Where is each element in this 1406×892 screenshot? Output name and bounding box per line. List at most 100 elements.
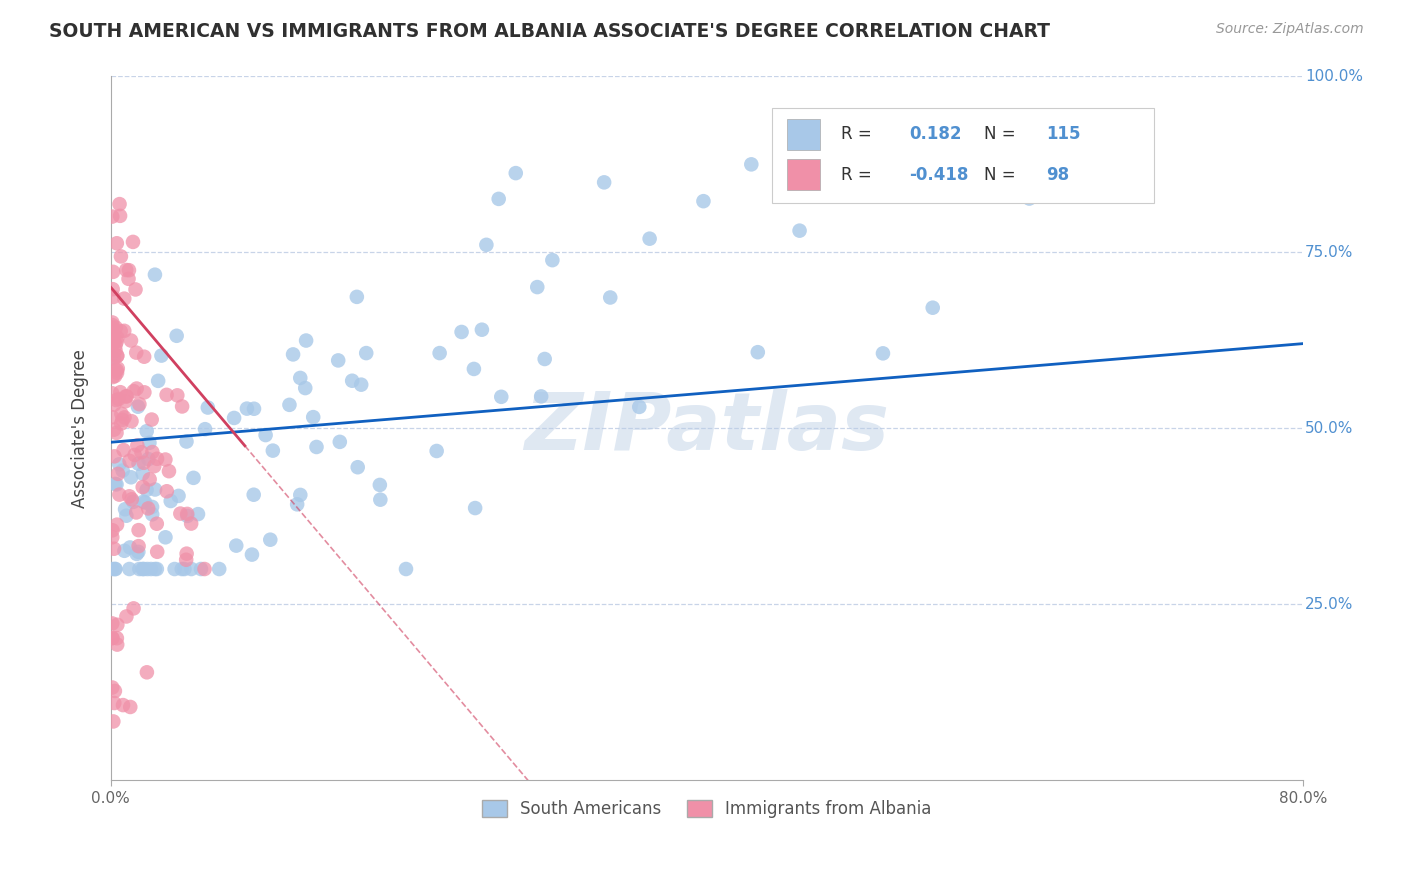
Point [128, 523, 150, 537]
Point [491, 390, 513, 404]
Point [281, 347, 304, 361]
Point [146, 516, 169, 531]
Point [845, 137, 868, 152]
Point [530, 389, 553, 403]
Point [429, 346, 451, 360]
Point [155, 388, 177, 402]
Point [132, 480, 155, 494]
Point [101, 410, 124, 425]
Point [103, 696, 125, 710]
Text: 100.0%: 100.0% [1305, 69, 1362, 84]
Point [125, 547, 148, 561]
Text: N =: N = [984, 166, 1021, 184]
Point [176, 507, 198, 521]
Point [115, 609, 138, 624]
Point [155, 452, 177, 467]
Point [174, 553, 197, 567]
Text: R =: R = [841, 126, 877, 144]
Text: ZIPatlas: ZIPatlas [524, 389, 889, 467]
Point [450, 325, 472, 339]
Point [146, 451, 169, 466]
Point [136, 501, 159, 516]
Point [101, 337, 124, 351]
Point [242, 488, 264, 502]
Point [638, 232, 661, 246]
Point [128, 397, 150, 411]
Point [928, 125, 950, 139]
Point [141, 500, 163, 514]
Point [104, 562, 127, 576]
Point [921, 301, 943, 315]
Point [110, 417, 132, 431]
Point [101, 681, 124, 695]
Point [464, 501, 486, 516]
Text: N =: N = [984, 126, 1021, 144]
Point [121, 492, 143, 507]
Point [104, 368, 127, 383]
Point [134, 495, 156, 509]
Point [157, 464, 180, 478]
Point [127, 438, 149, 452]
Point [236, 401, 259, 416]
Point [295, 334, 318, 348]
Text: 50.0%: 50.0% [1305, 421, 1354, 435]
Point [134, 385, 156, 400]
Point [103, 541, 125, 556]
Point [105, 330, 128, 344]
Point [526, 280, 548, 294]
Point [1018, 192, 1040, 206]
Point [122, 235, 145, 249]
Point [103, 359, 125, 374]
Y-axis label: Associate's Degree: Associate's Degree [72, 349, 89, 508]
Point [914, 136, 936, 150]
Point [117, 272, 139, 286]
Point [180, 516, 202, 531]
Point [101, 631, 124, 645]
Point [135, 665, 157, 680]
Point [110, 324, 132, 338]
Point [225, 539, 247, 553]
Point [105, 617, 128, 632]
Point [134, 350, 156, 364]
Point [104, 684, 127, 698]
Point [128, 539, 150, 553]
Point [463, 362, 485, 376]
Point [176, 547, 198, 561]
Point [108, 197, 131, 211]
Point [103, 398, 125, 412]
Point [290, 371, 312, 385]
Point [340, 374, 363, 388]
Point [105, 366, 128, 380]
Point [112, 543, 135, 558]
Point [176, 434, 198, 449]
Legend: South Americans, Immigrants from Albania: South Americans, Immigrants from Albania [475, 793, 938, 825]
Point [350, 377, 373, 392]
Point [302, 410, 325, 425]
Point [104, 477, 127, 491]
Point [135, 424, 157, 438]
Text: Source: ZipAtlas.com: Source: ZipAtlas.com [1216, 22, 1364, 37]
Point [108, 487, 131, 501]
Point [101, 523, 124, 537]
Point [872, 346, 894, 360]
Point [901, 186, 924, 200]
Text: 115: 115 [1046, 126, 1081, 144]
Point [115, 389, 138, 403]
Point [101, 282, 124, 296]
Point [103, 450, 125, 464]
Point [183, 471, 205, 485]
Point [328, 353, 350, 368]
Point [150, 349, 173, 363]
Point [128, 457, 150, 471]
Point [125, 382, 148, 396]
Point [541, 253, 564, 268]
Point [146, 562, 169, 576]
Point [112, 292, 135, 306]
FancyBboxPatch shape [772, 108, 1154, 202]
Point [101, 320, 124, 334]
Point [290, 488, 312, 502]
Point [105, 363, 128, 377]
Point [593, 175, 616, 189]
Point [173, 562, 195, 576]
Point [139, 562, 162, 576]
